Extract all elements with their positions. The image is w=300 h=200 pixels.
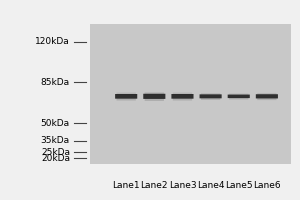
- FancyBboxPatch shape: [145, 98, 164, 101]
- FancyBboxPatch shape: [116, 98, 136, 101]
- FancyBboxPatch shape: [228, 95, 250, 98]
- Text: 35kDa: 35kDa: [41, 136, 70, 145]
- Text: Lane4: Lane4: [197, 181, 224, 190]
- Text: Lane3: Lane3: [169, 181, 196, 190]
- FancyBboxPatch shape: [145, 92, 164, 95]
- Text: 85kDa: 85kDa: [41, 78, 70, 87]
- FancyBboxPatch shape: [201, 93, 220, 95]
- FancyBboxPatch shape: [229, 94, 248, 95]
- Text: Lane6: Lane6: [253, 181, 281, 190]
- Text: Lane1: Lane1: [112, 181, 140, 190]
- FancyBboxPatch shape: [143, 94, 165, 99]
- FancyBboxPatch shape: [173, 93, 192, 95]
- FancyBboxPatch shape: [200, 94, 222, 98]
- FancyBboxPatch shape: [257, 93, 277, 95]
- FancyBboxPatch shape: [201, 98, 220, 100]
- FancyBboxPatch shape: [256, 94, 278, 98]
- FancyBboxPatch shape: [171, 94, 194, 99]
- Text: 50kDa: 50kDa: [41, 119, 70, 128]
- FancyBboxPatch shape: [116, 93, 136, 95]
- FancyBboxPatch shape: [229, 98, 248, 99]
- Text: 20kDa: 20kDa: [41, 154, 70, 163]
- Text: 25kDa: 25kDa: [41, 148, 70, 157]
- FancyBboxPatch shape: [115, 94, 137, 99]
- FancyBboxPatch shape: [257, 98, 277, 100]
- FancyBboxPatch shape: [173, 98, 192, 101]
- Text: 120kDa: 120kDa: [35, 37, 70, 46]
- Text: Lane2: Lane2: [141, 181, 168, 190]
- Text: Lane5: Lane5: [225, 181, 253, 190]
